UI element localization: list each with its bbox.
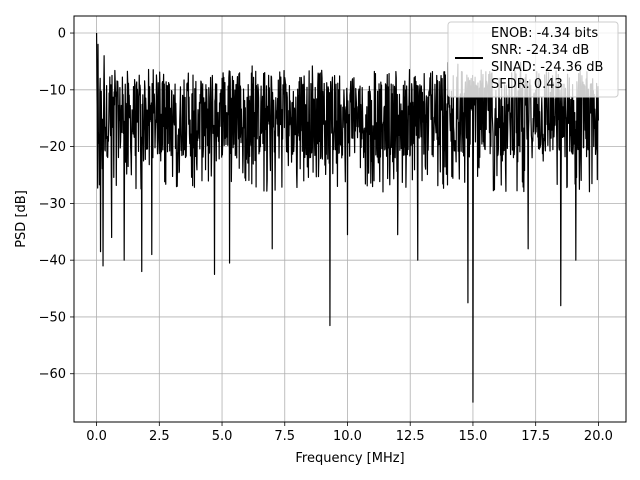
y-tick-label: −60 <box>39 367 66 382</box>
legend-line-sinad: SINAD: -24.36 dB <box>491 60 603 75</box>
x-tick-label: 17.5 <box>521 429 550 444</box>
legend-line-sfdr: SFDR: 0.43 <box>491 77 563 92</box>
x-axis-label: Frequency [MHz] <box>295 451 404 466</box>
y-tick-label: −50 <box>39 310 66 325</box>
plot-frame <box>73 15 627 423</box>
tick-layer: 0.0 2.5 5.0 7.5 10.0 12.5 15.0 17.5 20.0 0 −10 −20 −… <box>39 27 613 444</box>
x-tick-label: 5.0 <box>212 429 233 444</box>
x-tick-label: 7.5 <box>274 429 295 444</box>
x-tick-label: 12.5 <box>396 429 425 444</box>
y-axis-label: PSD [dB] <box>14 190 29 248</box>
y-tick-label: −10 <box>39 83 66 98</box>
x-tick-label: 20.0 <box>584 429 613 444</box>
x-tick-label: 10.0 <box>333 429 362 444</box>
legend-line-enob: ENOB: -4.34 bits <box>491 26 598 41</box>
x-tick-label: 0.0 <box>86 429 107 444</box>
y-tick-label: −30 <box>39 197 66 212</box>
y-tick-label: −40 <box>39 254 66 269</box>
y-tick-label: 0 <box>58 27 66 42</box>
legend: ENOB: -4.34 bits SNR: -24.34 dB SINAD: -… <box>447 21 619 98</box>
x-tick-label: 2.5 <box>149 429 170 444</box>
x-tick-label: 15.0 <box>458 429 487 444</box>
legend-line-snr: SNR: -24.34 dB <box>491 43 589 58</box>
legend-box <box>447 21 619 98</box>
y-tick-label: −20 <box>39 140 66 155</box>
